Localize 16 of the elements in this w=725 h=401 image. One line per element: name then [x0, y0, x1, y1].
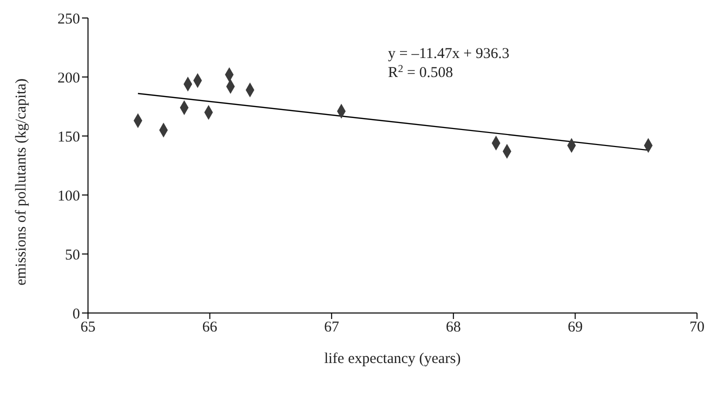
y-tick-label: 200 [58, 70, 80, 86]
x-tick-label: 66 [202, 320, 218, 336]
x-tick-label: 67 [324, 320, 340, 336]
x-tick-label: 65 [80, 320, 96, 336]
y-tick-label: 250 [58, 11, 80, 28]
annotation: y = –11.47x + 936.3 [388, 46, 510, 62]
y-tick-label: 50 [65, 247, 80, 264]
x-tick-label: 69 [568, 320, 583, 336]
y-tick-label: 100 [58, 188, 80, 204]
y-axis-title: emissions of pollutants (kg/capita) [13, 78, 30, 286]
annotation: R$^{2}$ = 0.508 [388, 64, 453, 81]
x-tick-label: 68 [446, 320, 461, 336]
y-tick-label: 150 [58, 129, 80, 146]
x-axis-title: life expectancy (years) [324, 351, 461, 367]
x-tick-label: 70 [690, 320, 704, 336]
y-tick-label: 0 [72, 306, 80, 322]
